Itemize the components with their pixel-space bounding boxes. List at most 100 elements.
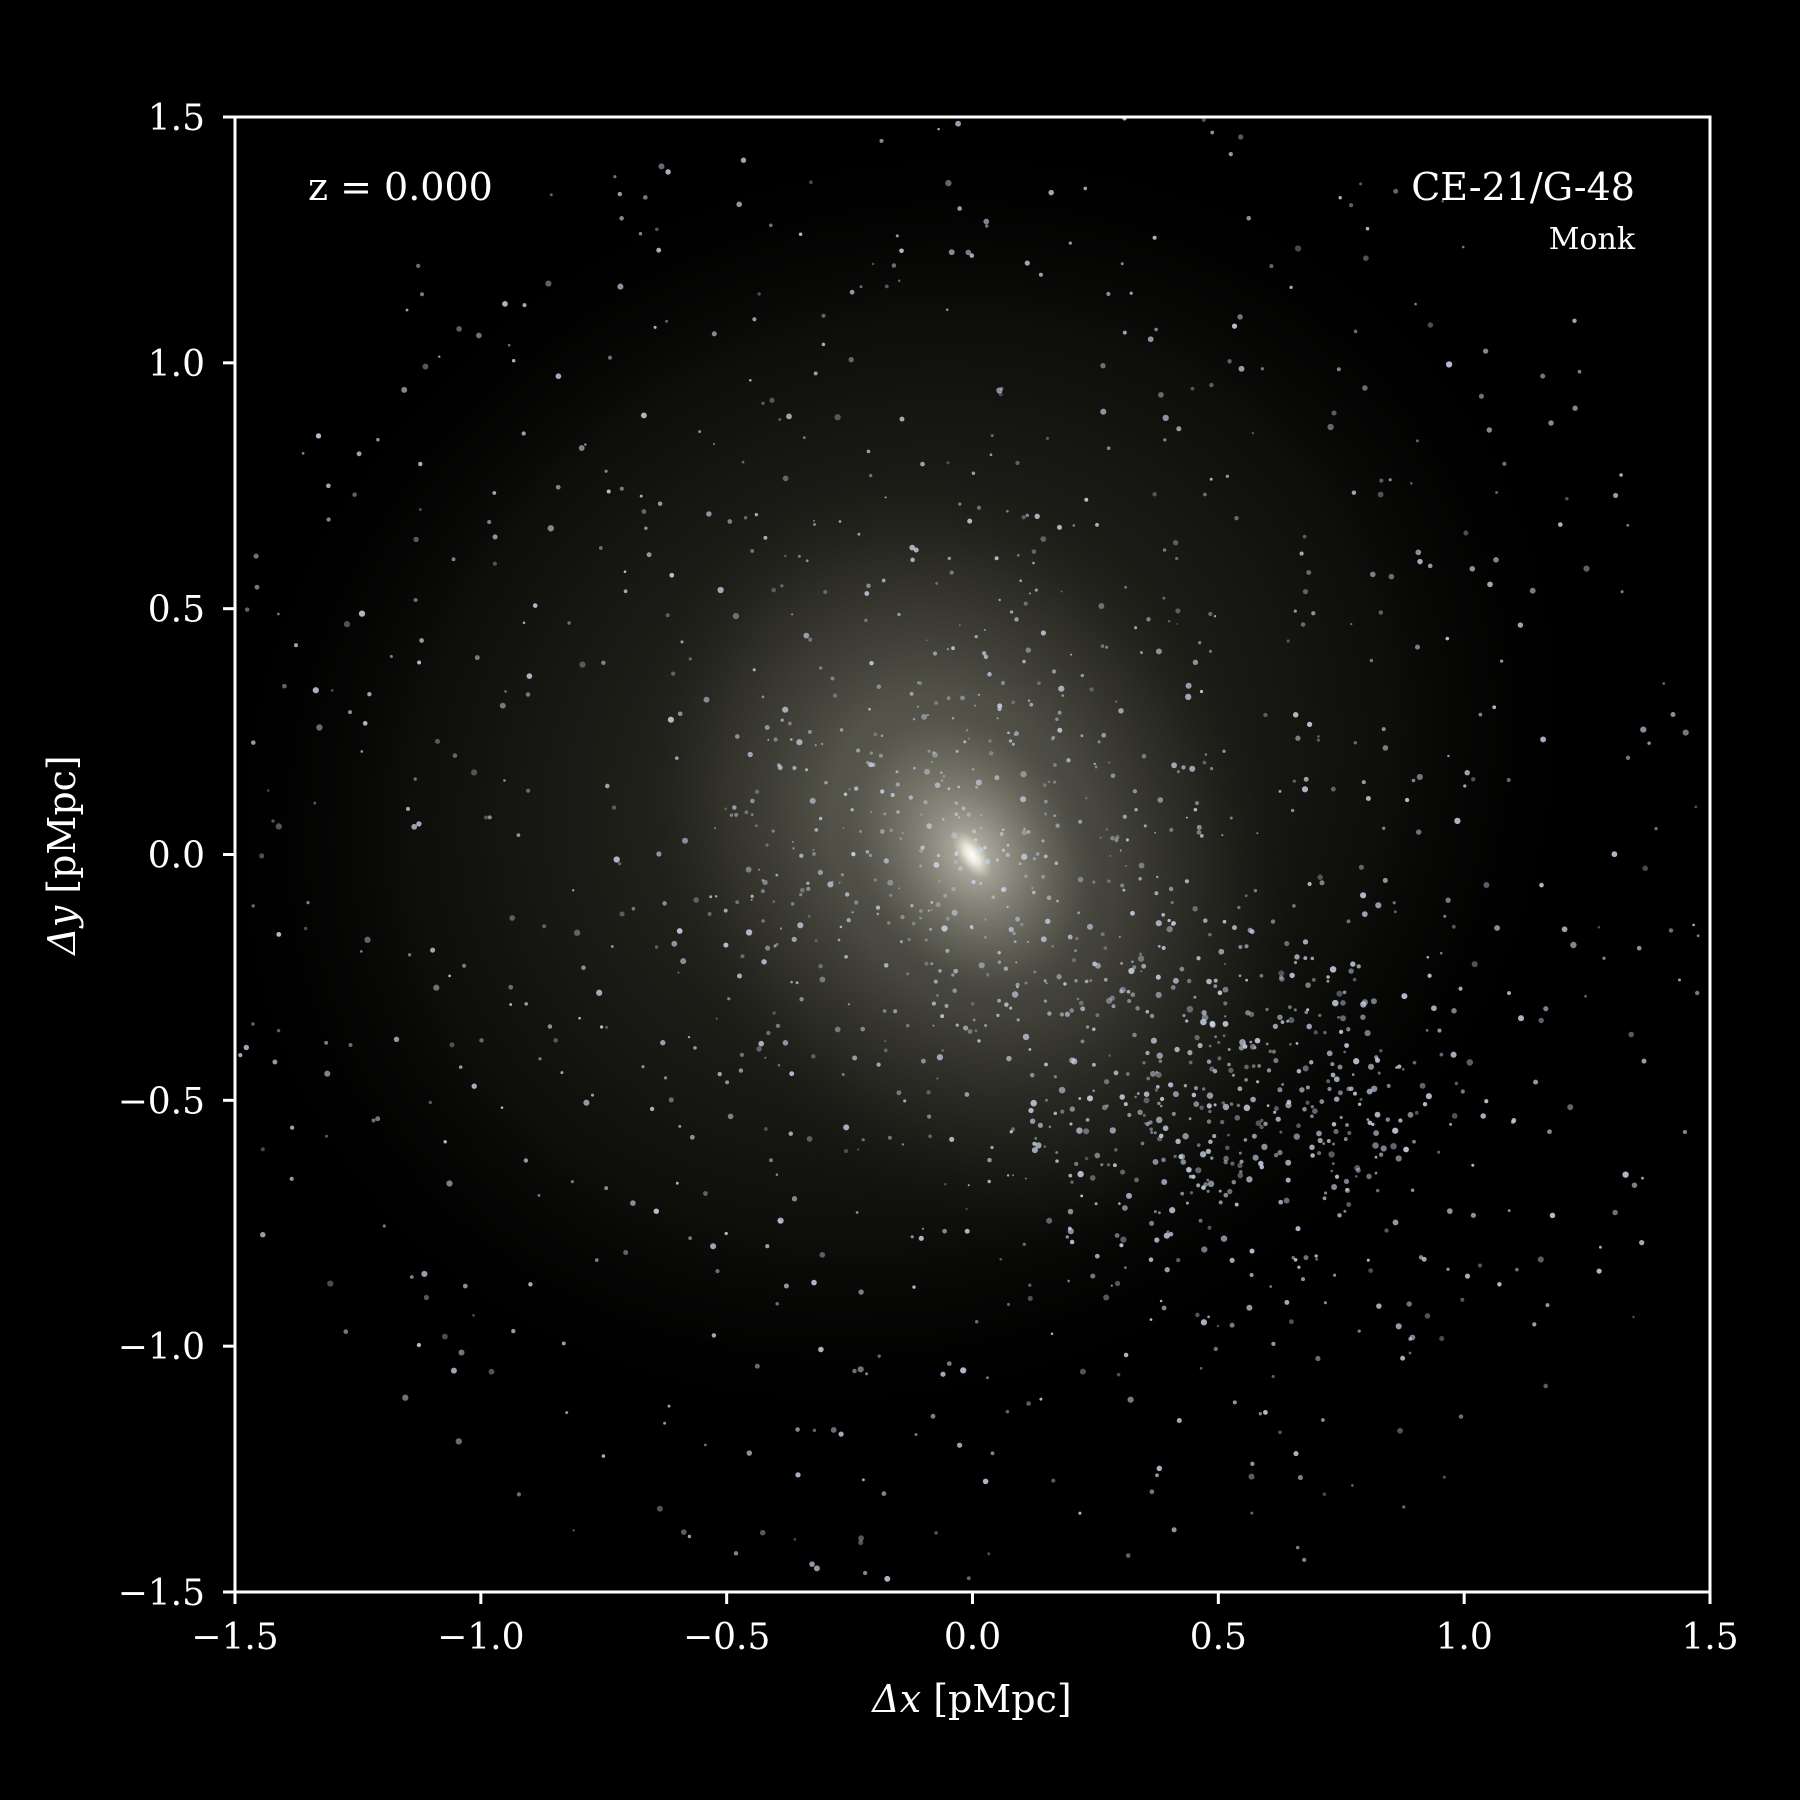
subhalo-point xyxy=(1499,659,1504,663)
subhalo-point xyxy=(927,749,931,753)
subhalo-point xyxy=(1029,1072,1035,1078)
subhalo-point xyxy=(434,738,441,744)
subhalo-point xyxy=(740,954,745,959)
subhalo-point xyxy=(1126,1192,1132,1199)
subhalo-point xyxy=(1175,608,1181,614)
subhalo-point xyxy=(688,657,692,661)
subhalo-point xyxy=(1089,687,1094,692)
subhalo-point xyxy=(657,501,663,506)
subhalo-point xyxy=(899,416,905,422)
subhalo-point xyxy=(807,914,811,918)
subhalo-point xyxy=(689,1134,695,1140)
subhalo-point xyxy=(764,1056,767,1059)
subhalo-point xyxy=(1386,1083,1391,1088)
subhalo-point xyxy=(405,806,411,811)
subhalo-point xyxy=(1406,1301,1412,1307)
subhalo-point xyxy=(1162,548,1167,552)
subhalo-point xyxy=(1322,1196,1327,1201)
subhalo-point xyxy=(1189,765,1196,772)
subhalo-point xyxy=(998,392,1003,397)
subhalo-point xyxy=(1239,1159,1244,1164)
subhalo-point xyxy=(1404,797,1410,803)
subhalo-point xyxy=(1108,1054,1111,1057)
subhalo-point xyxy=(1343,1137,1348,1142)
subhalo-point xyxy=(1281,1083,1285,1086)
subhalo-point xyxy=(895,782,900,787)
subhalo-point xyxy=(1611,851,1618,858)
subhalo-point xyxy=(1471,777,1476,782)
subhalo-point xyxy=(1200,1319,1208,1326)
subhalo-point xyxy=(1084,1156,1089,1161)
subhalo-point xyxy=(1198,641,1202,645)
subhalo-point xyxy=(289,1176,294,1181)
subhalo-point xyxy=(1537,1256,1544,1263)
subhalo-point xyxy=(791,1196,798,1202)
subhalo-point xyxy=(1620,590,1624,594)
subhalo-point xyxy=(1449,1122,1453,1126)
subhalo-point xyxy=(1368,1268,1374,1273)
subhalo-point xyxy=(1173,1154,1177,1159)
subhalo-point xyxy=(1055,1159,1059,1163)
subhalo-point xyxy=(893,1009,898,1014)
subhalo-point xyxy=(899,940,903,944)
subhalo-point xyxy=(1122,1205,1128,1211)
subhalo-point xyxy=(1210,130,1215,135)
subhalo-point xyxy=(327,1280,334,1287)
subhalo-point xyxy=(994,556,999,561)
subhalo-point xyxy=(1227,359,1232,364)
subhalo-point xyxy=(889,828,893,832)
subhalo-point xyxy=(806,881,810,885)
subhalo-point xyxy=(1415,829,1422,835)
subhalo-point xyxy=(934,782,941,788)
subhalo-point xyxy=(1250,1461,1255,1467)
subhalo-point xyxy=(767,738,770,741)
subhalo-point xyxy=(507,343,511,347)
subhalo-point xyxy=(1192,906,1198,912)
subhalo-point xyxy=(1039,1397,1043,1401)
subhalo-point xyxy=(509,915,516,921)
subhalo-point xyxy=(1176,426,1182,432)
subhalo-point xyxy=(1163,1232,1170,1239)
subhalo-point xyxy=(778,418,782,421)
subhalo-point xyxy=(1146,1076,1151,1081)
subhalo-point xyxy=(1446,1267,1450,1271)
subhalo-point xyxy=(958,502,962,506)
subhalo-point xyxy=(1222,749,1226,753)
subhalo-point xyxy=(864,618,868,623)
subhalo-point xyxy=(987,1157,992,1163)
subhalo-point xyxy=(1052,763,1057,767)
subhalo-point xyxy=(1067,934,1073,940)
subhalo-point xyxy=(1253,1046,1257,1050)
subhalo-point xyxy=(1408,1351,1412,1355)
subhalo-point xyxy=(578,1016,581,1020)
subhalo-point xyxy=(981,855,985,859)
subhalo-point xyxy=(1035,1142,1042,1149)
subhalo-point xyxy=(1622,1171,1629,1178)
subhalo-point xyxy=(1155,1084,1160,1089)
subhalo-point xyxy=(1626,523,1630,527)
subhalo-point xyxy=(990,434,994,438)
subhalo-point xyxy=(1085,797,1088,800)
subhalo-point xyxy=(1051,669,1057,674)
subhalo-point xyxy=(1696,934,1700,938)
subhalo-point xyxy=(1148,1257,1154,1262)
subhalo-point xyxy=(1111,1004,1116,1009)
subhalo-point xyxy=(1317,874,1323,880)
subhalo-point xyxy=(1031,549,1037,554)
subhalo-point xyxy=(1317,1137,1323,1144)
subhalo-point xyxy=(1310,956,1315,961)
subhalo-point xyxy=(957,206,962,211)
subhalo-point xyxy=(851,851,856,857)
subhalo-point xyxy=(1446,1208,1453,1214)
subhalo-point xyxy=(682,837,688,844)
subhalo-point xyxy=(433,984,440,991)
subhalo-point xyxy=(761,879,765,882)
subhalo-point xyxy=(761,401,765,405)
subhalo-point xyxy=(799,893,803,897)
subhalo-point xyxy=(1478,712,1483,717)
subhalo-point xyxy=(752,317,757,322)
subhalo-point xyxy=(1463,784,1467,788)
subhalo-point xyxy=(1654,826,1658,831)
subhalo-point xyxy=(1238,1151,1242,1155)
subhalo-point xyxy=(782,475,789,482)
